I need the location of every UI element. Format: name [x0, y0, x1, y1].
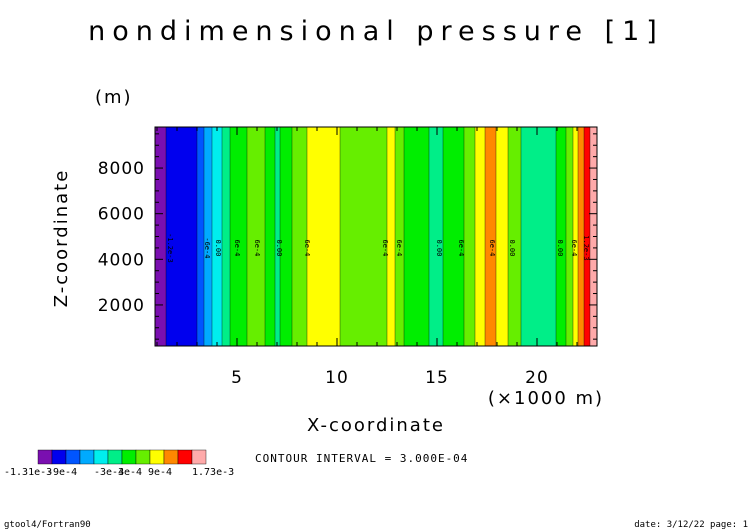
contour-label-11: 6e-4: [488, 239, 496, 256]
contour-label-15: 1.2e-3: [582, 235, 590, 260]
band-23: [508, 127, 522, 346]
band-6: [230, 127, 248, 346]
band-22: [496, 127, 509, 346]
band-18: [443, 127, 465, 346]
band-24: [521, 127, 557, 346]
colorbar-swatch-6: [121, 449, 137, 465]
footer-right: date: 3/12/22 page: 1: [634, 520, 748, 530]
band-5: [222, 127, 231, 346]
colorbar-label-3: 3e-4: [118, 467, 142, 478]
band-14: [387, 127, 396, 346]
chart-title: nondimensional pressure [1]: [88, 16, 664, 47]
band-10: [280, 127, 293, 346]
colorbar-label-5: 1.73e-3: [192, 467, 234, 478]
x-unit-label: (×1000 m): [488, 388, 604, 409]
band-15: [395, 127, 405, 346]
contour-label-9: 0.00: [435, 239, 443, 256]
colorbar: [37, 449, 207, 465]
band-1: [166, 127, 198, 346]
band-29: [584, 127, 591, 346]
colorbar-swatch-8: [149, 449, 165, 465]
colorbar-swatch-9: [163, 449, 179, 465]
contour-lines: [165, 127, 591, 346]
colorbar-labels: -1.31e-3-9e-4 -3e-43e-4 9e-4 1.73e-3: [4, 467, 234, 478]
colorbar-swatch-10: [177, 449, 193, 465]
band-4: [212, 127, 223, 346]
y-tick-label-2: 6000: [98, 205, 145, 225]
contour-label-6: 6e-4: [303, 239, 311, 256]
y-tick-label-3: 8000: [98, 159, 145, 179]
contour-label-0: -1.2e-3: [166, 233, 174, 263]
band-26: [566, 127, 574, 346]
contour-interval-text: CONTOUR INTERVAL = 3.000E-04: [255, 452, 468, 465]
band-0: [155, 127, 167, 346]
colorbar-swatch-5: [107, 449, 123, 465]
band-12: [307, 127, 341, 346]
colorbar-label-2: -3e-4: [94, 467, 124, 478]
band-28: [578, 127, 585, 346]
x-tick-label-0: 5: [231, 368, 243, 388]
band-8: [265, 127, 276, 346]
band-7: [247, 127, 266, 346]
contour-label-5: 0.00: [275, 239, 283, 256]
x-tick-label-1: 10: [325, 368, 349, 388]
colorbar-label-4: 9e-4: [148, 467, 172, 478]
band-17: [429, 127, 444, 346]
contour-label-8: 6e-4: [395, 239, 403, 256]
contour-label-12: 0.00: [508, 239, 516, 256]
y-axis-label: Z-coordinate: [51, 169, 72, 308]
colorbar-swatch-4: [93, 449, 109, 465]
x-tick-label-2: 15: [425, 368, 449, 388]
band-3: [204, 127, 213, 346]
band-21: [485, 127, 497, 346]
contour-label-13: 0.00: [556, 239, 564, 256]
footer-left: gtool4/Fortran90: [4, 520, 91, 530]
contour-label-1: -6e-4: [203, 237, 211, 258]
colorbar-label-1: -9e-4: [47, 467, 77, 478]
contour-label-14: 6e-4: [570, 239, 578, 256]
colorbar-swatch-7: [135, 449, 151, 465]
colorbar-label-0: -1.31e-3: [4, 467, 52, 478]
band-16: [404, 127, 430, 346]
band-9: [275, 127, 281, 346]
y-tick-label-0: 2000: [98, 296, 145, 316]
colorbar-swatch-11: [191, 449, 207, 465]
colorbar-swatch-3: [79, 449, 95, 465]
contour-label-3: 6e-4: [233, 239, 241, 256]
x-axis-label: X-coordinate: [307, 415, 445, 436]
colorbar-swatch-2: [65, 449, 81, 465]
colorbar-swatch-0: [37, 449, 53, 465]
x-tick-label-3: 20: [525, 368, 549, 388]
contour-label-4: 6e-4: [253, 239, 261, 256]
contour-label-2: 0.00: [214, 239, 222, 256]
colorbar-swatch-1: [51, 449, 67, 465]
pressure-bands: [155, 127, 598, 346]
contour-label-7: 6e-4: [381, 239, 389, 256]
y-unit-label: (m): [95, 87, 133, 108]
contour-labels: -1.2e-3 -6e-4 0.00 6e-4 6e-4 0.00 6e-4 6e-4 6e-4…: [166, 233, 590, 263]
x-axis-ticks: 5 10 15 20: [156, 127, 598, 388]
band-19: [464, 127, 476, 346]
band-25: [556, 127, 567, 346]
band-13: [340, 127, 388, 346]
band-20: [475, 127, 486, 346]
contour-label-10: 6e-4: [457, 239, 465, 256]
band-27: [573, 127, 579, 346]
y-tick-label-1: 4000: [98, 250, 145, 270]
band-11: [292, 127, 308, 346]
band-2: [197, 127, 205, 346]
y-axis-ticks: 2000 4000 6000 8000: [98, 133, 597, 340]
